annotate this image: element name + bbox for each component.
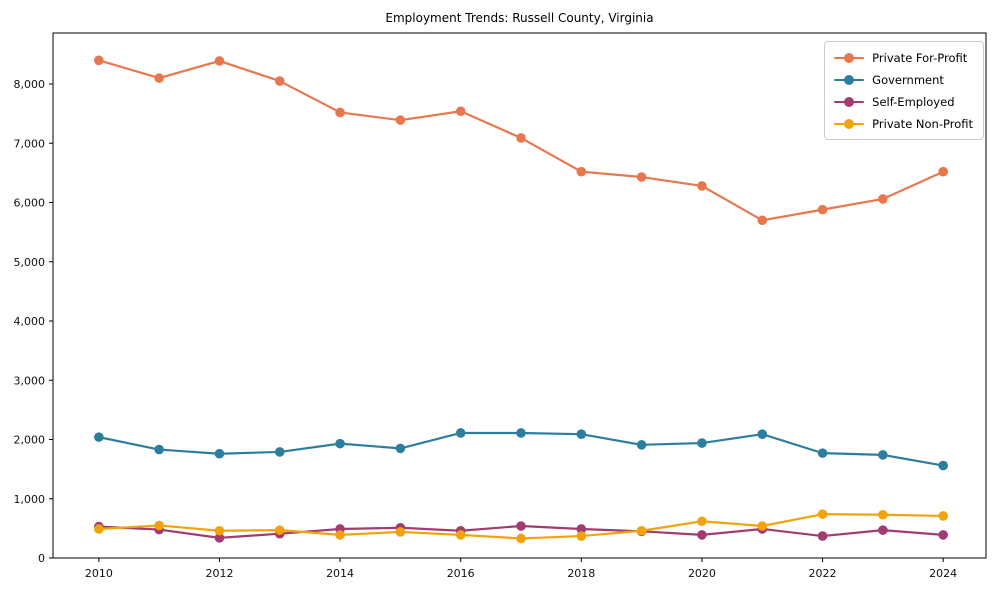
- y-tick-label: 1,000: [14, 493, 46, 506]
- legend-label: Government: [872, 72, 944, 87]
- data-point: [938, 530, 948, 540]
- y-tick-label: 8,000: [14, 78, 46, 91]
- x-tick-label: 2016: [447, 567, 475, 580]
- data-point: [214, 525, 225, 536]
- data-point: [274, 447, 285, 457]
- data-point: [335, 530, 345, 540]
- y-tick-label: 0: [38, 552, 45, 565]
- data-point: [576, 524, 587, 534]
- data-point: [636, 440, 647, 450]
- series-private-for-profit: [94, 55, 948, 226]
- x-tick-label: 2024: [929, 567, 957, 580]
- data-point: [938, 166, 948, 177]
- data-point: [576, 166, 587, 177]
- data-point: [94, 524, 104, 534]
- data-point: [817, 204, 828, 215]
- data-point: [455, 428, 466, 438]
- y-tick-label: 7,000: [14, 137, 46, 150]
- data-point: [455, 106, 466, 117]
- data-point: [214, 448, 225, 459]
- legend-item-self-employed: Self-Employed: [834, 93, 973, 110]
- legend-label: Private Non-Profit: [872, 116, 973, 131]
- data-point: [878, 450, 888, 460]
- data-point: [878, 509, 888, 520]
- legend-label: Private For-Profit: [872, 50, 968, 65]
- y-tick-label: 5,000: [14, 256, 46, 269]
- data-point: [938, 460, 948, 471]
- data-point: [938, 511, 948, 521]
- y-tick-label: 3,000: [14, 374, 46, 387]
- data-point: [335, 107, 345, 118]
- x-tick-label: 2014: [326, 567, 354, 580]
- data-point: [274, 525, 285, 535]
- data-point: [516, 133, 526, 143]
- data-point: [697, 516, 707, 527]
- line-marker-icon: [834, 96, 865, 107]
- series-private-non-profit: [94, 509, 948, 544]
- data-point: [817, 448, 828, 458]
- data-point: [94, 55, 104, 66]
- data-point: [636, 172, 647, 182]
- data-point: [817, 531, 828, 541]
- data-point: [154, 444, 164, 455]
- data-point: [757, 429, 768, 439]
- y-tick-label: 2,000: [14, 434, 46, 447]
- data-point: [697, 438, 707, 448]
- line-marker-icon: [834, 74, 865, 85]
- data-point: [395, 443, 406, 454]
- data-point: [335, 438, 345, 449]
- data-point: [154, 520, 164, 531]
- data-point: [214, 533, 225, 543]
- data-point: [757, 521, 768, 531]
- data-point: [636, 525, 647, 536]
- data-point: [395, 527, 406, 537]
- line-marker-icon: [834, 118, 865, 129]
- data-point: [516, 428, 526, 438]
- y-tick-label: 4,000: [14, 315, 46, 328]
- data-point: [455, 530, 466, 540]
- legend-item-private-for-profit: Private For-Profit: [834, 49, 973, 66]
- line-marker-icon: [834, 52, 865, 63]
- x-tick-label: 2018: [567, 567, 595, 580]
- data-point: [274, 76, 285, 86]
- series-line: [97, 431, 945, 467]
- x-tick-label: 2022: [809, 567, 837, 580]
- legend: Private For-Profit Government Self-Emplo…: [824, 41, 984, 140]
- data-point: [817, 509, 828, 519]
- data-point: [576, 429, 587, 439]
- data-point: [697, 530, 707, 540]
- data-point: [878, 194, 888, 204]
- x-tick-label: 2012: [205, 567, 233, 580]
- data-point: [154, 73, 164, 83]
- data-point: [395, 115, 406, 125]
- data-point: [516, 521, 526, 531]
- y-tick-label: 6,000: [14, 197, 46, 210]
- legend-item-private-non-profit: Private Non-Profit: [834, 115, 973, 132]
- series-government: [94, 428, 948, 471]
- axes-frame: [52, 32, 987, 559]
- chart-title: Employment Trends: Russell County, Virgi…: [385, 11, 654, 25]
- legend-item-government: Government: [834, 71, 973, 88]
- data-point: [94, 432, 104, 442]
- data-point: [516, 533, 526, 544]
- data-point: [697, 181, 707, 191]
- data-point: [757, 215, 768, 226]
- data-point: [878, 525, 888, 535]
- data-point: [214, 56, 225, 66]
- x-tick-label: 2020: [688, 567, 716, 580]
- x-tick-label: 2010: [85, 567, 113, 580]
- legend-label: Self-Employed: [872, 94, 955, 109]
- data-point: [576, 531, 587, 541]
